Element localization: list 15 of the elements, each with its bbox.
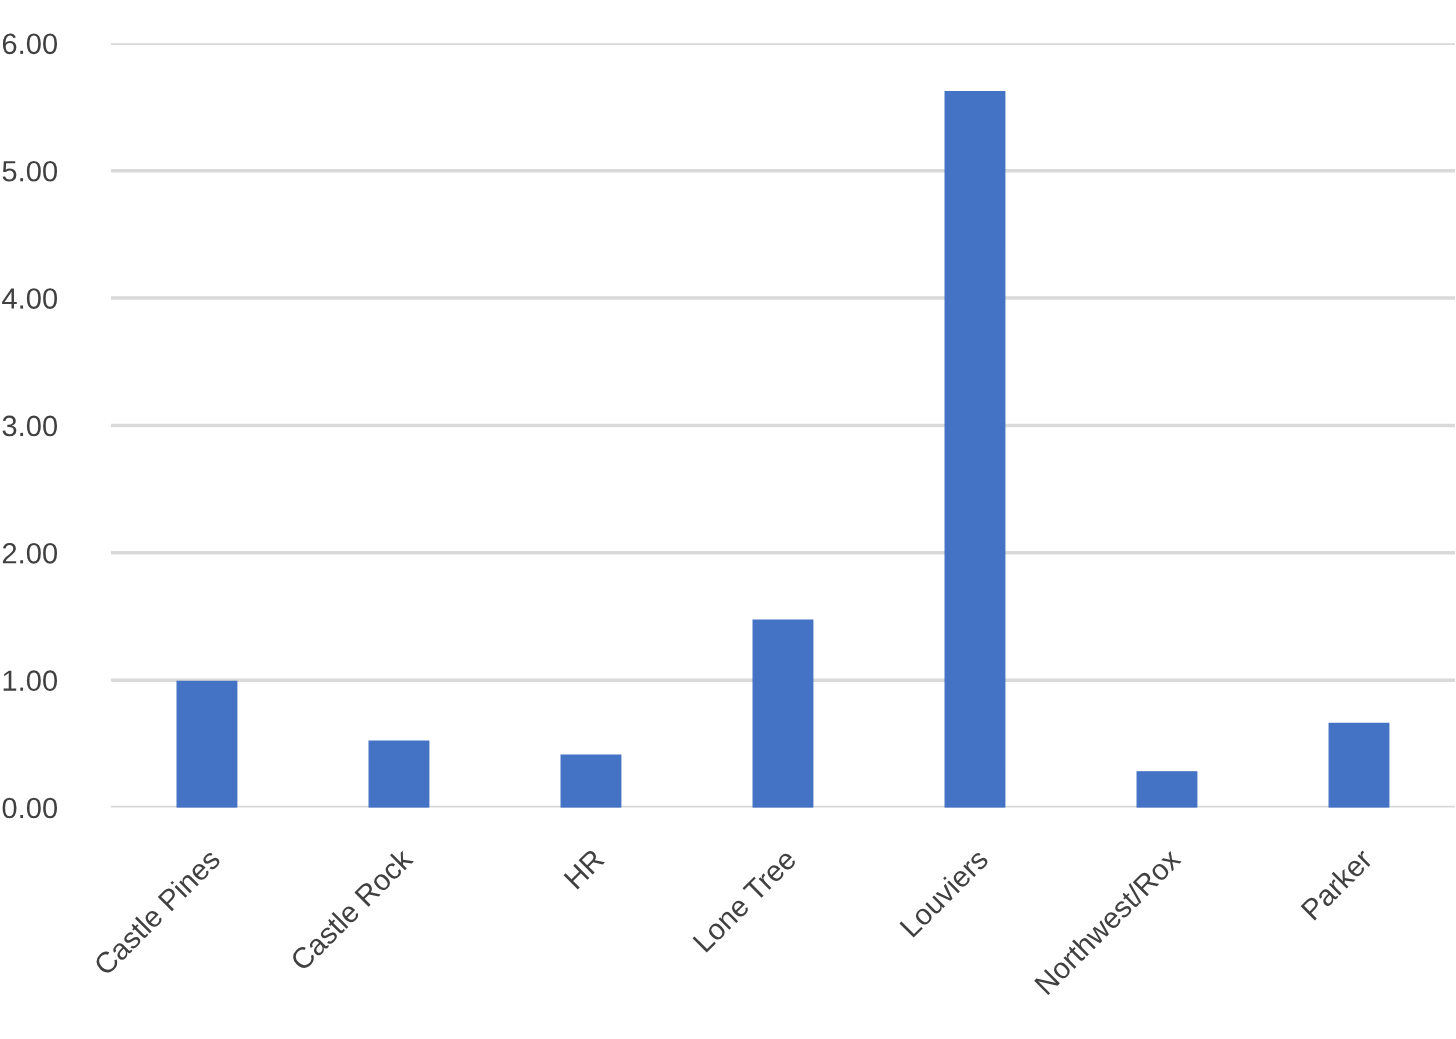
bar <box>752 619 814 808</box>
y-tick-label: 4.00 <box>2 288 58 309</box>
bar <box>368 740 430 808</box>
bar <box>560 754 622 808</box>
y-tick-label: 5.00 <box>2 160 58 182</box>
bar <box>1328 722 1390 808</box>
x-tick-label: HR <box>563 848 605 890</box>
y-tick-label: 1.00 <box>3 670 58 691</box>
y-tick-label: 3.00 <box>2 415 58 437</box>
bar <box>1136 771 1198 808</box>
bar <box>176 680 238 808</box>
y-tick-label: 6.00 <box>2 33 58 55</box>
bar <box>944 91 1006 808</box>
y-tick-label: 2.00 <box>2 542 58 564</box>
y-tick-label: 0.00 <box>2 797 58 819</box>
